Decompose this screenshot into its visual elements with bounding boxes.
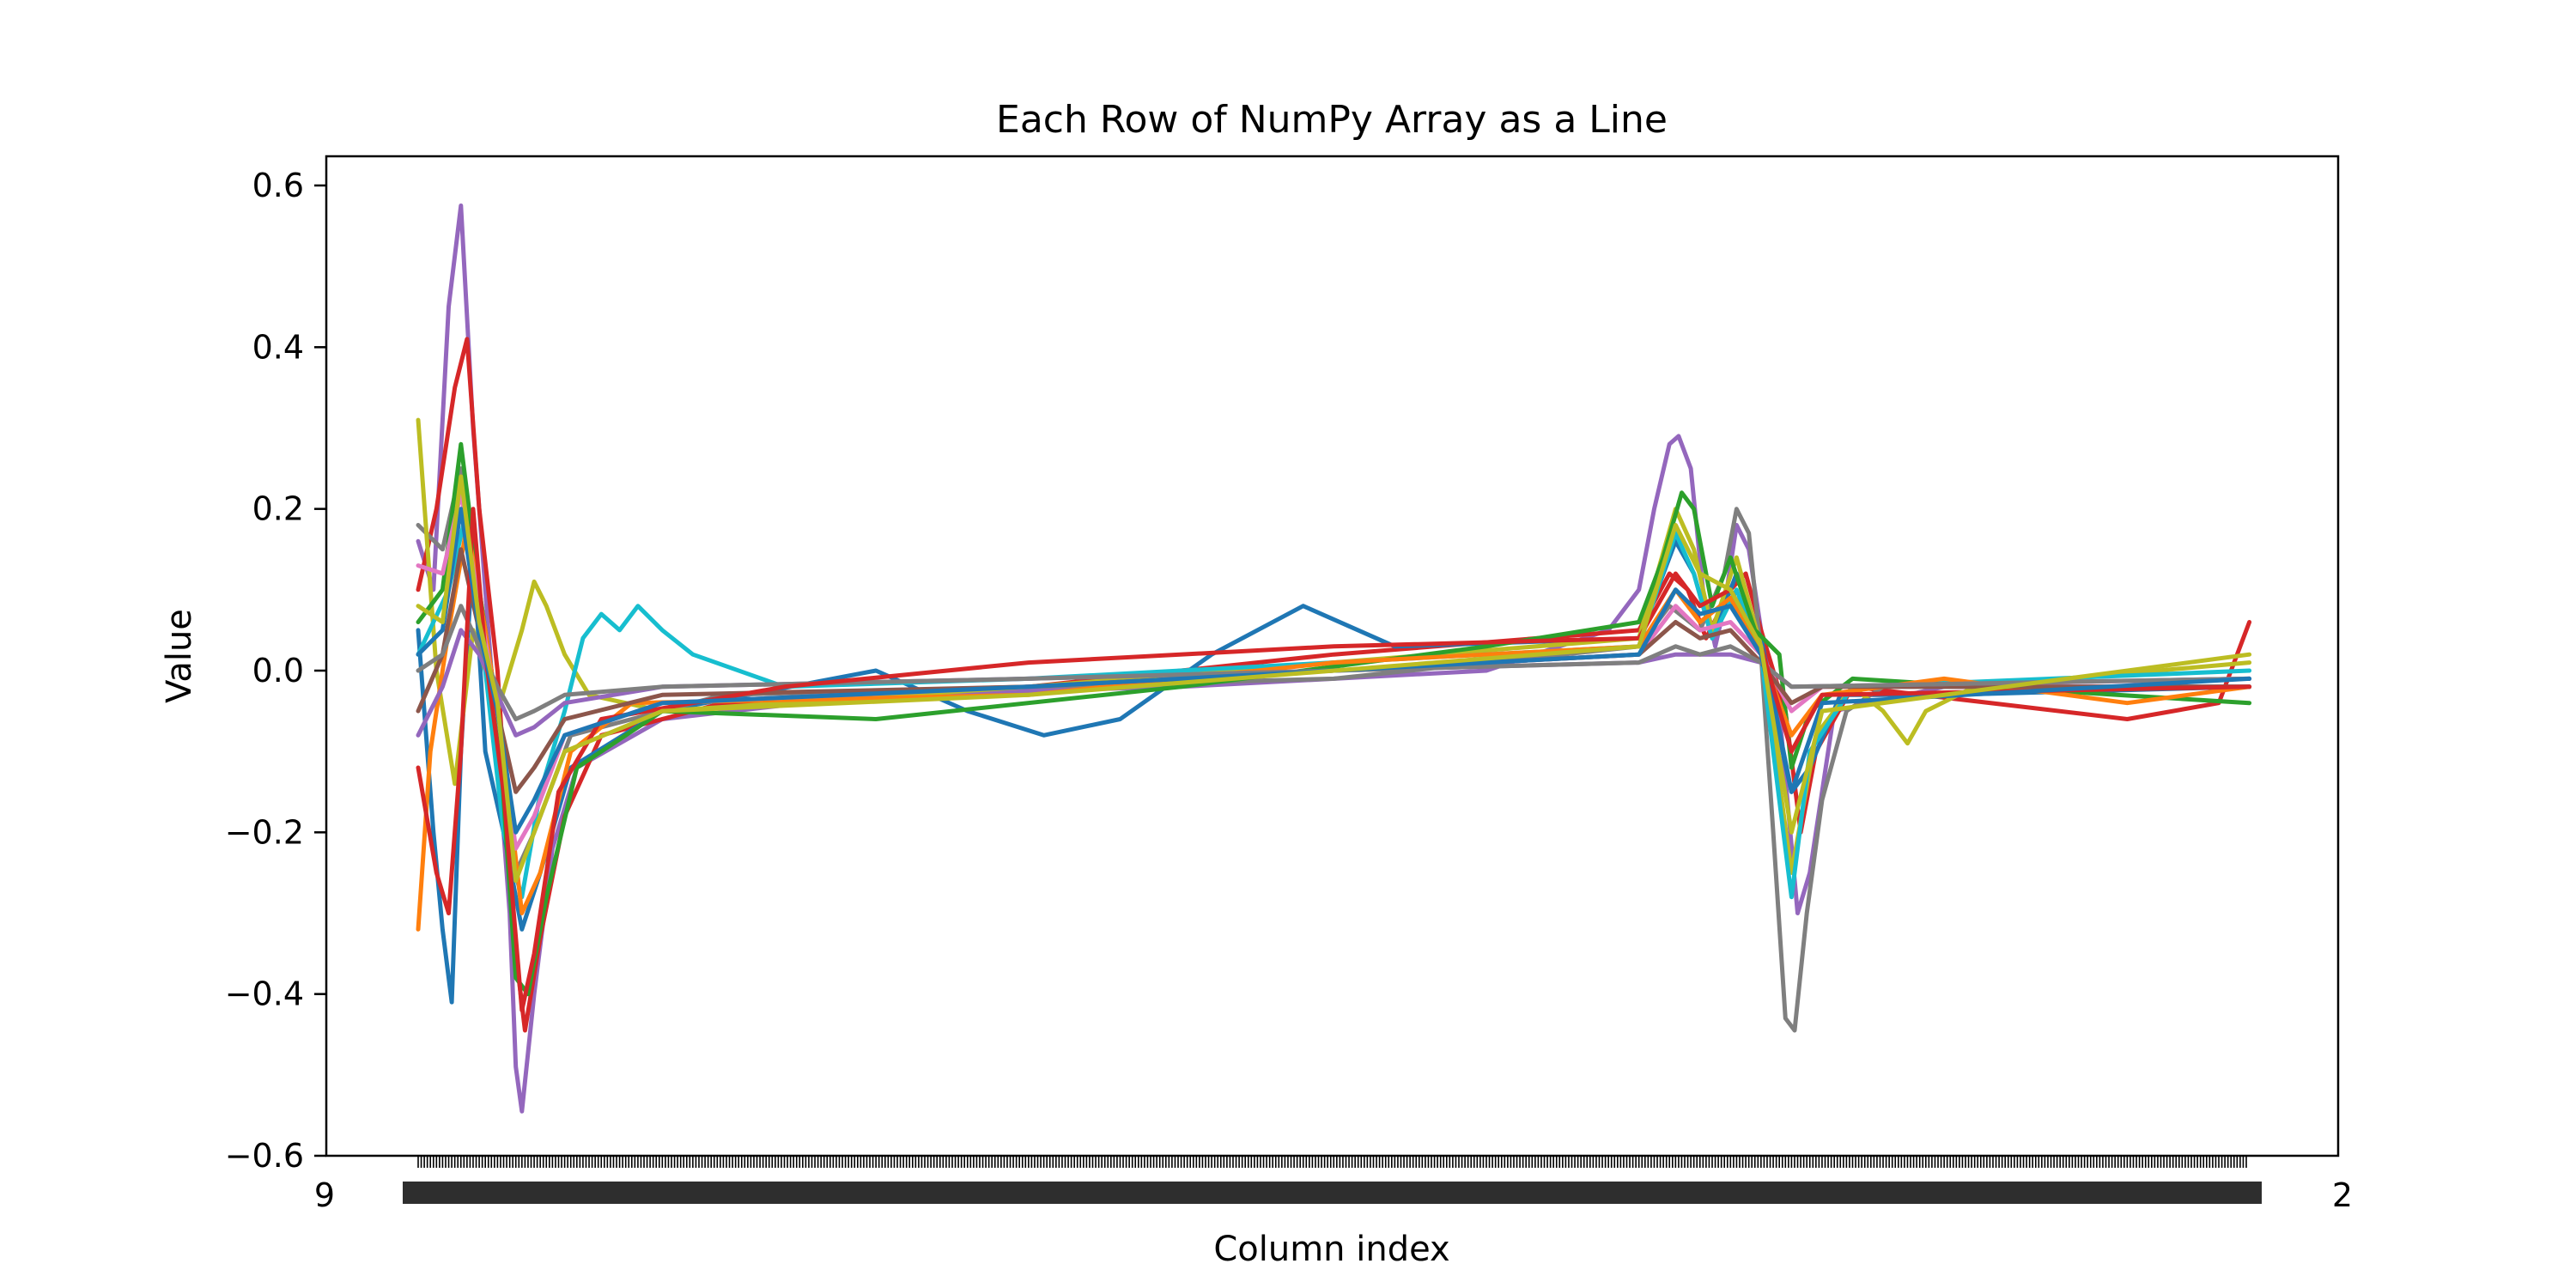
chart-title: Each Row of NumPy Array as a Line xyxy=(996,98,1668,142)
series-lines xyxy=(416,204,2252,1114)
series-line-14 xyxy=(416,474,2252,884)
y-tick-label-1: −0.4 xyxy=(225,975,304,1013)
x-axis-ticks xyxy=(403,1156,2262,1204)
y-tick-label-6: 0.6 xyxy=(252,167,304,204)
plot-area-frame xyxy=(325,155,2340,1157)
x-tick-label-right: 2 xyxy=(2332,1176,2353,1214)
y-tick-label-2: −0.2 xyxy=(225,813,304,851)
y-tick-label-4: 0.2 xyxy=(252,490,304,528)
x-tick-label-overlap-band xyxy=(403,1182,2262,1204)
x-tick-marks xyxy=(417,1156,2247,1168)
y-tick-label-5: 0.4 xyxy=(252,328,304,366)
x-axis-label: Column index xyxy=(1213,1230,1449,1269)
series-line-11 xyxy=(416,604,2252,721)
y-axis-ticks: −0.6 −0.4 −0.2 0.0 0.2 0.4 0.6 xyxy=(225,167,326,1175)
y-tick-label-3: 0.0 xyxy=(252,652,304,690)
y-axis-label: Value xyxy=(160,609,199,703)
y-tick-label-0: −0.6 xyxy=(225,1137,304,1175)
x-tick-label-left: 9 xyxy=(314,1176,335,1214)
